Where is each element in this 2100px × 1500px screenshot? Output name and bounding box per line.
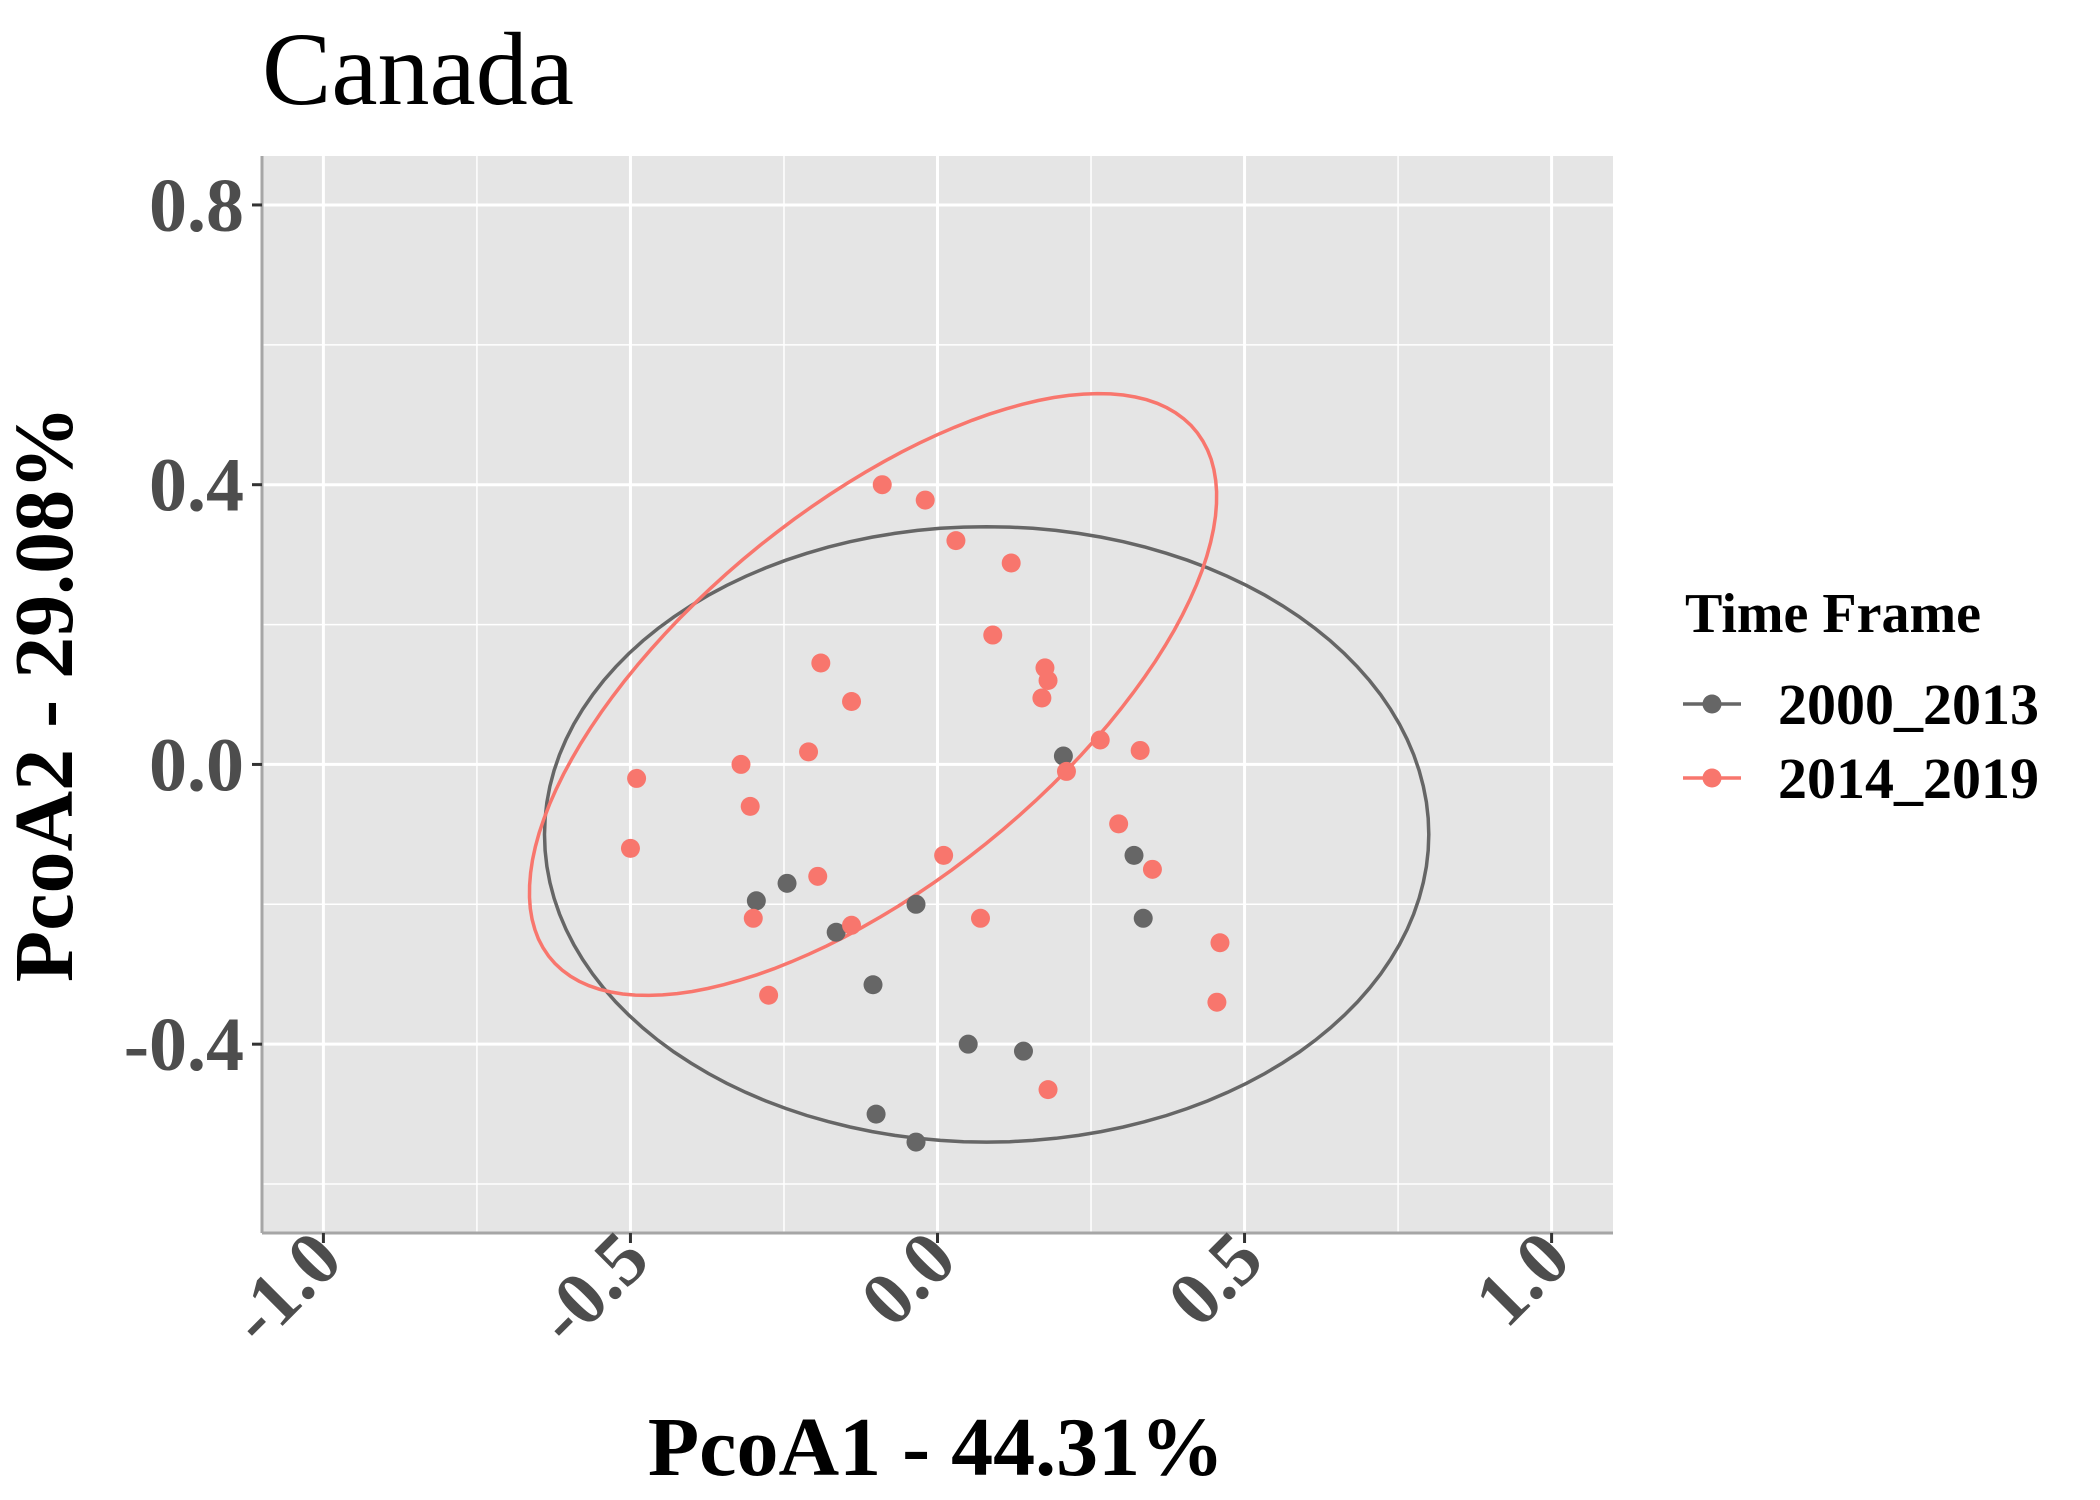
point-2014_2019 bbox=[842, 691, 862, 711]
point-2014_2019 bbox=[799, 742, 819, 762]
legend-title: Time Frame bbox=[1685, 583, 1981, 645]
point-2014_2019 bbox=[743, 908, 763, 928]
y-tick-label: 0.0 bbox=[149, 723, 244, 807]
point-2000_2013 bbox=[958, 1034, 978, 1054]
point-2000_2013 bbox=[906, 1132, 926, 1152]
point-2014_2019 bbox=[1056, 761, 1076, 781]
point-2000_2013 bbox=[1053, 746, 1073, 766]
point-2000_2013 bbox=[863, 975, 883, 995]
point-2000_2013 bbox=[1133, 908, 1153, 928]
legend-key-point bbox=[1702, 768, 1722, 788]
point-2014_2019 bbox=[1207, 992, 1227, 1012]
point-2014_2019 bbox=[1130, 740, 1150, 760]
point-2014_2019 bbox=[811, 653, 831, 673]
point-2000_2013 bbox=[826, 922, 846, 942]
point-2014_2019 bbox=[740, 796, 760, 816]
point-2014_2019 bbox=[1038, 671, 1058, 691]
y-axis-title: PcoA2 - 29.08% bbox=[0, 406, 91, 982]
point-2000_2013 bbox=[777, 873, 797, 893]
point-2014_2019 bbox=[915, 490, 935, 510]
point-2014_2019 bbox=[1038, 1080, 1058, 1100]
point-2014_2019 bbox=[620, 838, 640, 858]
point-2014_2019 bbox=[627, 768, 647, 788]
x-tick-label: 0.0 bbox=[845, 1216, 972, 1343]
point-2014_2019 bbox=[970, 908, 990, 928]
point-2014_2019 bbox=[1001, 553, 1021, 573]
point-2000_2013 bbox=[906, 894, 926, 914]
y-tick-label: 0.8 bbox=[149, 164, 244, 248]
point-2014_2019 bbox=[842, 915, 862, 935]
point-2014_2019 bbox=[808, 866, 828, 886]
point-2000_2013 bbox=[1124, 845, 1144, 865]
chart-title: Canada bbox=[262, 12, 574, 127]
x-tick-label: 1.0 bbox=[1459, 1216, 1586, 1343]
grid-lines bbox=[262, 156, 1613, 1233]
point-2014_2019 bbox=[1090, 730, 1110, 750]
point-2014_2019 bbox=[946, 531, 966, 551]
y-tick-label: -0.4 bbox=[124, 1003, 244, 1087]
point-2014_2019 bbox=[731, 754, 751, 774]
point-2000_2013 bbox=[746, 891, 766, 911]
x-tick-label: 0.5 bbox=[1152, 1216, 1279, 1343]
legend-key-point bbox=[1702, 694, 1722, 714]
point-2014_2019 bbox=[759, 985, 779, 1005]
ellipses bbox=[527, 391, 1431, 1144]
y-tick-label: 0.4 bbox=[149, 444, 244, 528]
point-2000_2013 bbox=[1013, 1041, 1033, 1061]
legend-label: 2000_2013 bbox=[1778, 672, 2039, 737]
point-2014_2019 bbox=[1210, 933, 1230, 953]
point-2014_2019 bbox=[872, 475, 892, 495]
x-axis-title: PcoA1 - 44.31% bbox=[648, 1401, 1224, 1494]
point-2014_2019 bbox=[1032, 688, 1052, 708]
ellipse-2000_2013 bbox=[542, 524, 1431, 1144]
x-tick-label: -0.5 bbox=[520, 1216, 664, 1360]
point-2014_2019 bbox=[983, 625, 1003, 645]
point-2014_2019 bbox=[1142, 859, 1162, 879]
point-2014_2019 bbox=[934, 845, 954, 865]
ellipse-2014_2019 bbox=[527, 391, 1219, 998]
legend: Time Frame 2000_2013 2014_2019 bbox=[1683, 583, 2039, 811]
point-2000_2013 bbox=[866, 1104, 886, 1124]
legend-label: 2014_2019 bbox=[1778, 746, 2039, 811]
point-2014_2019 bbox=[1109, 814, 1129, 834]
data-points bbox=[620, 475, 1230, 1152]
x-tick-label: -1.0 bbox=[213, 1216, 357, 1360]
